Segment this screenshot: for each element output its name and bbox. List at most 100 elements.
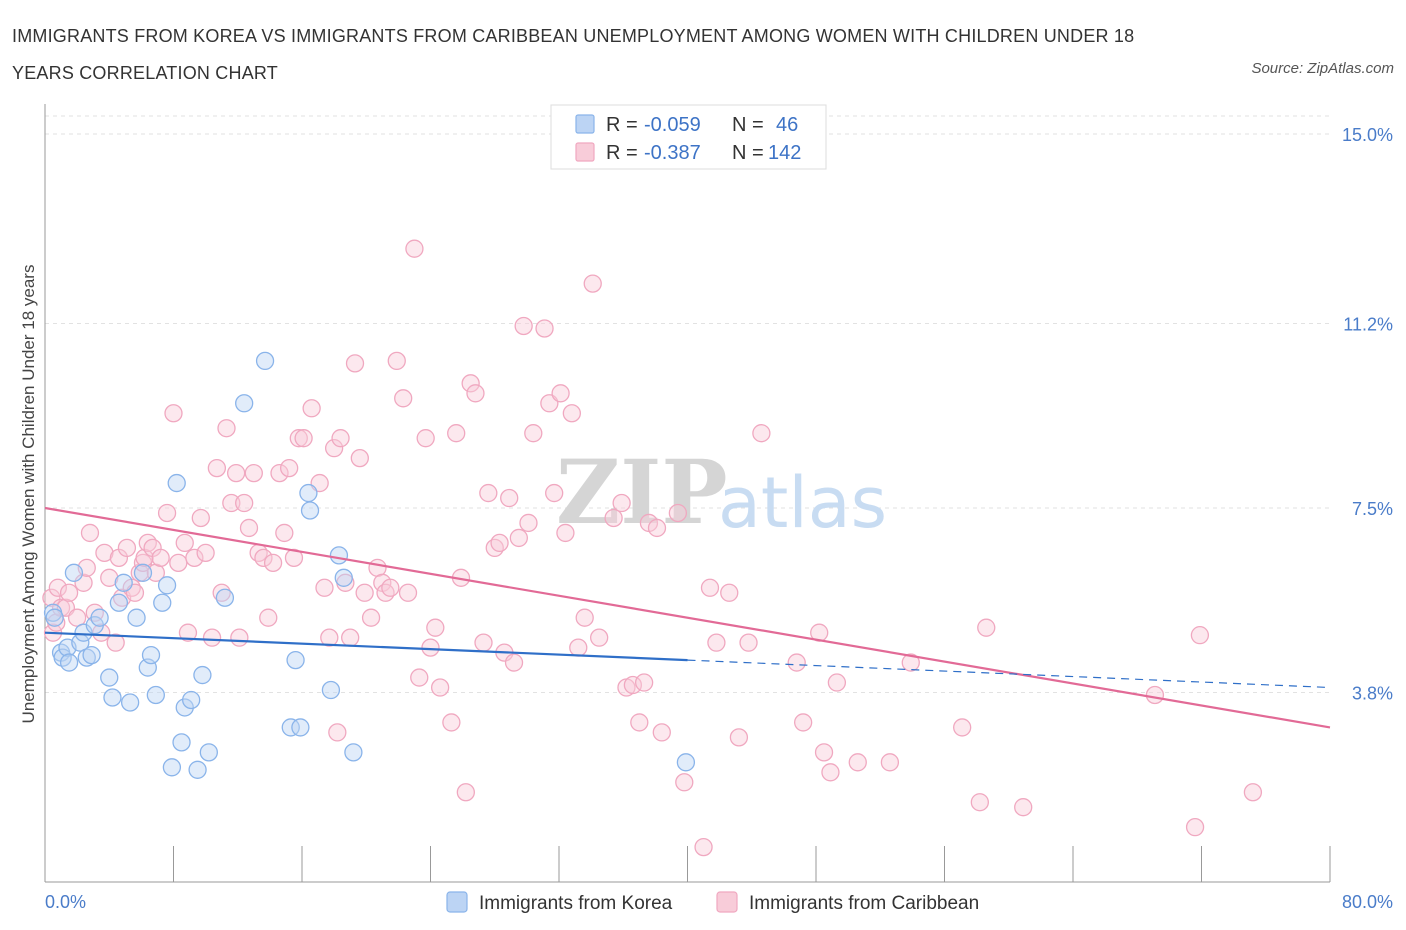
caribbean-point-82 xyxy=(442,713,461,732)
bottom-legend: Immigrants from Korea Immigrants from Ca… xyxy=(446,891,979,914)
korea-point-44 xyxy=(344,743,363,762)
caribbean-point-132 xyxy=(827,673,847,692)
korea-point-21 xyxy=(141,645,161,665)
caribbean-point-134 xyxy=(880,753,900,772)
caribbean-point-53 xyxy=(284,548,304,568)
korea-point-37 xyxy=(286,650,305,670)
caribbean-point-85 xyxy=(456,783,475,802)
axes xyxy=(44,104,1331,883)
caribbean-point-73 xyxy=(387,351,406,371)
korea-point-24 xyxy=(157,576,177,595)
caribbean-point-143 xyxy=(1243,783,1263,802)
korea-point-41 xyxy=(321,680,341,700)
legend-korea-n-value: 46 xyxy=(776,114,798,136)
caribbean-point-56 xyxy=(302,399,321,418)
caribbean-point-68 xyxy=(361,608,381,627)
caribbean-point-122 xyxy=(707,633,726,652)
caribbean-point-38 xyxy=(212,583,231,602)
caribbean-point-121 xyxy=(700,578,720,597)
korea-trend-line xyxy=(44,631,688,662)
korea-point-42 xyxy=(329,546,349,565)
caribbean-point-117 xyxy=(652,723,671,742)
korea-point-10 xyxy=(82,645,101,665)
caribbean-point-86 xyxy=(461,374,480,393)
caribbean-point-138 xyxy=(977,618,996,637)
korea-point-32 xyxy=(199,743,218,762)
caribbean-point-33 xyxy=(185,548,204,568)
caribbean-point-113 xyxy=(630,713,649,732)
legend-korea-swatch xyxy=(575,114,595,134)
caribbean-point-108 xyxy=(590,628,609,647)
x-tick-labels: 0.0% 80.0% xyxy=(45,892,1393,912)
caribbean-point-32 xyxy=(178,623,198,642)
caribbean-point-119 xyxy=(675,773,694,792)
caribbean-point-50 xyxy=(270,463,289,483)
korea-point-35 xyxy=(255,351,275,371)
caribbean-point-88 xyxy=(474,633,493,652)
caribbean-point-77 xyxy=(410,668,429,687)
caribbean-point-131 xyxy=(821,763,840,782)
korea-point-31 xyxy=(193,665,212,685)
caribbean-point-55 xyxy=(294,429,313,448)
korea-point-17 xyxy=(120,693,140,712)
legend-box xyxy=(550,104,827,170)
caribbean-point-42 xyxy=(230,628,249,647)
caribbean-point-59 xyxy=(320,628,339,647)
caribbean-point-102 xyxy=(551,384,570,403)
legend-korea-n-label: N = xyxy=(732,114,764,136)
caribbean-point-45 xyxy=(244,463,263,483)
legend-caribbean-n-label: N = xyxy=(732,142,764,164)
y-tick-label-1: 7.5% xyxy=(1352,499,1393,519)
legend-korea-r-value: -0.059 xyxy=(644,114,701,136)
legend-caribbean-r-value: -0.387 xyxy=(644,142,701,164)
caribbean-point-104 xyxy=(562,404,581,423)
caribbean-point-123 xyxy=(720,583,739,602)
source-label: Source: ZipAtlas.com xyxy=(1251,60,1394,77)
korea-point-27 xyxy=(172,733,191,752)
korea-point-36 xyxy=(281,718,300,737)
korea-point-6 xyxy=(64,563,84,582)
caribbean-point-130 xyxy=(814,743,834,762)
korea-point-18 xyxy=(127,608,146,627)
caribbean-point-52 xyxy=(279,458,299,478)
caribbean-point-44 xyxy=(239,518,259,538)
korea-point-28 xyxy=(175,698,194,717)
caribbean-point-80 xyxy=(426,618,445,637)
legend-korea-r-label: R = xyxy=(606,114,638,136)
caribbean-point-97 xyxy=(519,513,538,533)
caribbean-point-29 xyxy=(164,404,183,423)
caribbean-point-112 xyxy=(623,675,643,695)
bottom-legend-caribbean-swatch xyxy=(716,891,738,913)
caribbean-points xyxy=(42,239,1263,857)
caribbean-point-99 xyxy=(535,319,554,338)
legend-caribbean-n-value: 142 xyxy=(768,142,801,164)
caribbean-point-101 xyxy=(545,483,564,503)
caribbean-point-39 xyxy=(217,419,236,438)
korea-point-39 xyxy=(299,483,318,503)
korea-point-19 xyxy=(133,563,153,582)
caribbean-point-12 xyxy=(92,623,111,642)
x-tick-label-1: 80.0% xyxy=(1342,892,1393,912)
trend-lines xyxy=(44,506,1331,729)
caribbean-point-125 xyxy=(739,633,758,652)
korea-points xyxy=(43,351,696,779)
caribbean-point-72 xyxy=(381,578,400,597)
caribbean-point-128 xyxy=(794,713,813,732)
caribbean-point-105 xyxy=(569,638,588,657)
caribbean-point-40 xyxy=(222,493,241,513)
korea-point-33 xyxy=(215,588,235,607)
caribbean-point-81 xyxy=(430,678,450,697)
legend-caribbean-swatch xyxy=(575,142,595,162)
caribbean-point-114 xyxy=(634,673,654,692)
korea-point-1 xyxy=(45,608,64,627)
caribbean-point-136 xyxy=(953,718,972,737)
caribbean-point-51 xyxy=(275,523,294,543)
caribbean-point-140 xyxy=(1145,685,1165,705)
caribbean-point-34 xyxy=(191,508,210,528)
korea-point-26 xyxy=(167,473,186,493)
caribbean-point-116 xyxy=(647,518,667,538)
caribbean-point-139 xyxy=(1014,798,1033,817)
korea-point-45 xyxy=(676,753,696,772)
caribbean-point-79 xyxy=(421,638,440,657)
